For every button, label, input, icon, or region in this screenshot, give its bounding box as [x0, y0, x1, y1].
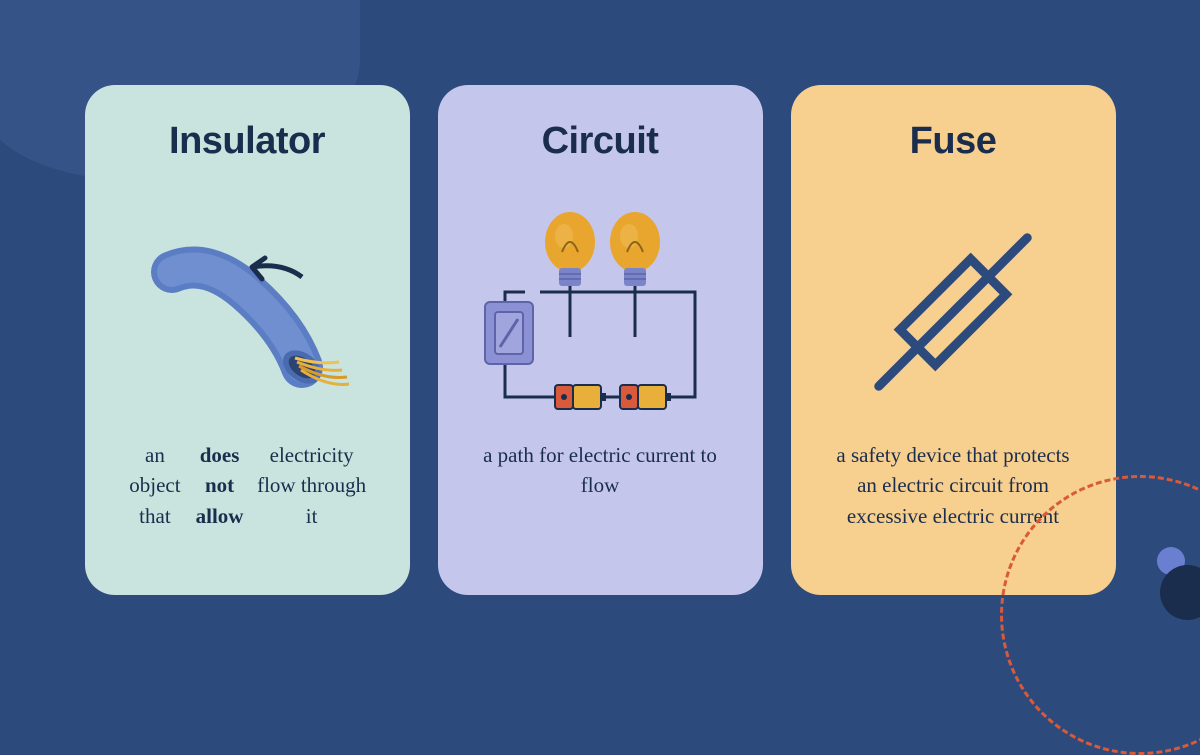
fuse-svg [843, 202, 1063, 422]
circuit-illustration [468, 183, 733, 440]
card-title-circuit: Circuit [542, 120, 659, 163]
insulator-svg [127, 212, 367, 412]
card-desc-insulator: an object that does not allow electricit… [115, 440, 380, 560]
card-title-fuse: Fuse [910, 120, 997, 163]
card-circuit: Circuit [438, 85, 763, 595]
cards-container: Insulator an object that does not allow … [0, 0, 1200, 595]
card-desc-circuit: a path for electric current to flow [468, 440, 733, 560]
card-title-insulator: Insulator [169, 120, 325, 163]
insulator-illustration [115, 183, 380, 440]
circuit-svg [470, 197, 730, 427]
card-insulator: Insulator an object that does not allow … [85, 85, 410, 595]
fuse-illustration [821, 183, 1086, 440]
